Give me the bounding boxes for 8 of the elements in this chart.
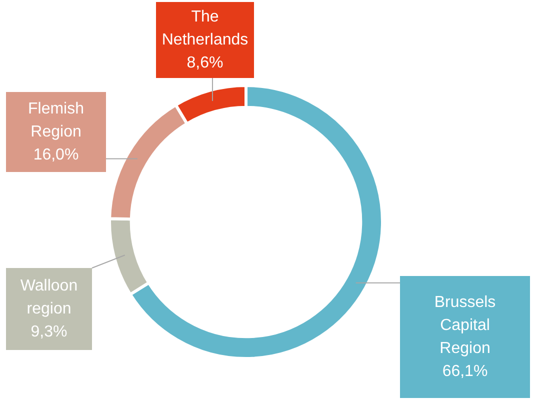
slice-label: Walloon region [20, 277, 78, 318]
data-label: 66,1% [442, 362, 488, 380]
slice-label: The Netherlands [162, 8, 248, 48]
slice-label: Flemish Region [28, 100, 84, 140]
slice-label: Brussels Capital Region [434, 294, 496, 357]
data-label: 16,0% [33, 146, 79, 164]
data-label: 8,6% [186, 54, 224, 72]
data-label: 9,3% [30, 323, 68, 340]
